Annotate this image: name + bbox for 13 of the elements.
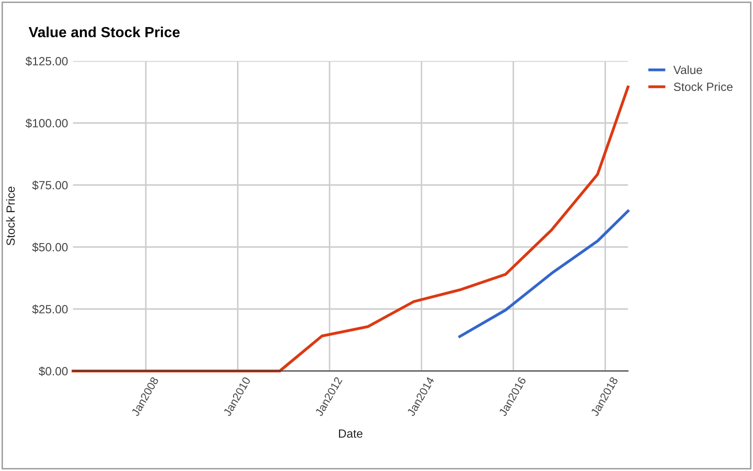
y-tick-label: $125.00 bbox=[26, 56, 68, 66]
y-axis-title: Stock Price bbox=[6, 186, 15, 246]
y-tick-label: $50.00 bbox=[32, 242, 68, 252]
y-tick-label: $0.00 bbox=[38, 366, 68, 376]
legend-label: Stock Price bbox=[674, 82, 733, 92]
x-axis-title: Date bbox=[339, 430, 362, 438]
y-tick-label: $100.00 bbox=[26, 118, 68, 128]
y-tick-label: $25.00 bbox=[32, 304, 68, 314]
chart-title: Value and Stock Price bbox=[28, 26, 180, 38]
line-series bbox=[458, 210, 630, 338]
y-tick-label: $75.00 bbox=[32, 180, 68, 190]
line-series bbox=[72, 86, 630, 372]
legend-label: Value bbox=[673, 65, 702, 74]
